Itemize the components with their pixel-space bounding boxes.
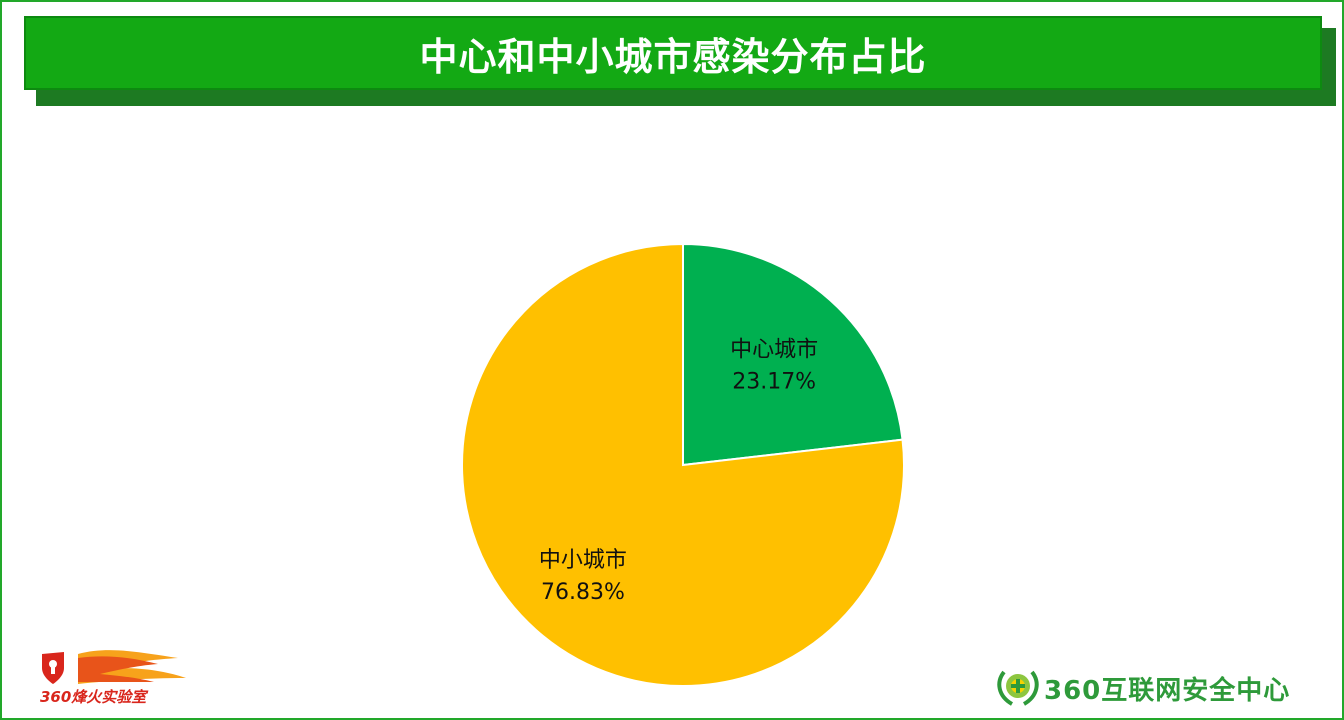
- page-title: 中心和中小城市感染分布占比: [419, 34, 927, 79]
- flame-shield-icon: [42, 650, 186, 684]
- pie-slice-2: [461, 242, 905, 687]
- security-center-logo: 360互联网安全中心: [994, 664, 1334, 708]
- pie-slices: [461, 242, 905, 687]
- slice-label-1: 中心城市: [730, 338, 818, 363]
- fire-lab-logo-text: 360烽火实验室: [40, 688, 147, 706]
- title-banner: 中心和中小城市感染分布占比: [24, 16, 1322, 90]
- slice-label-2: 中小城市: [539, 548, 627, 573]
- fire-lab-logo: 360烽火实验室: [38, 648, 198, 708]
- pie-labels: 中心城市 23.17% 中小城市 76.83%: [539, 338, 818, 605]
- slice-value-2: 76.83%: [541, 580, 625, 605]
- laurel-emblem-icon: [997, 670, 1039, 706]
- security-center-logo-text: 360互联网安全中心: [1044, 676, 1291, 706]
- slice-value-1: 23.17%: [732, 370, 816, 395]
- pie-slice-1: [682, 242, 904, 467]
